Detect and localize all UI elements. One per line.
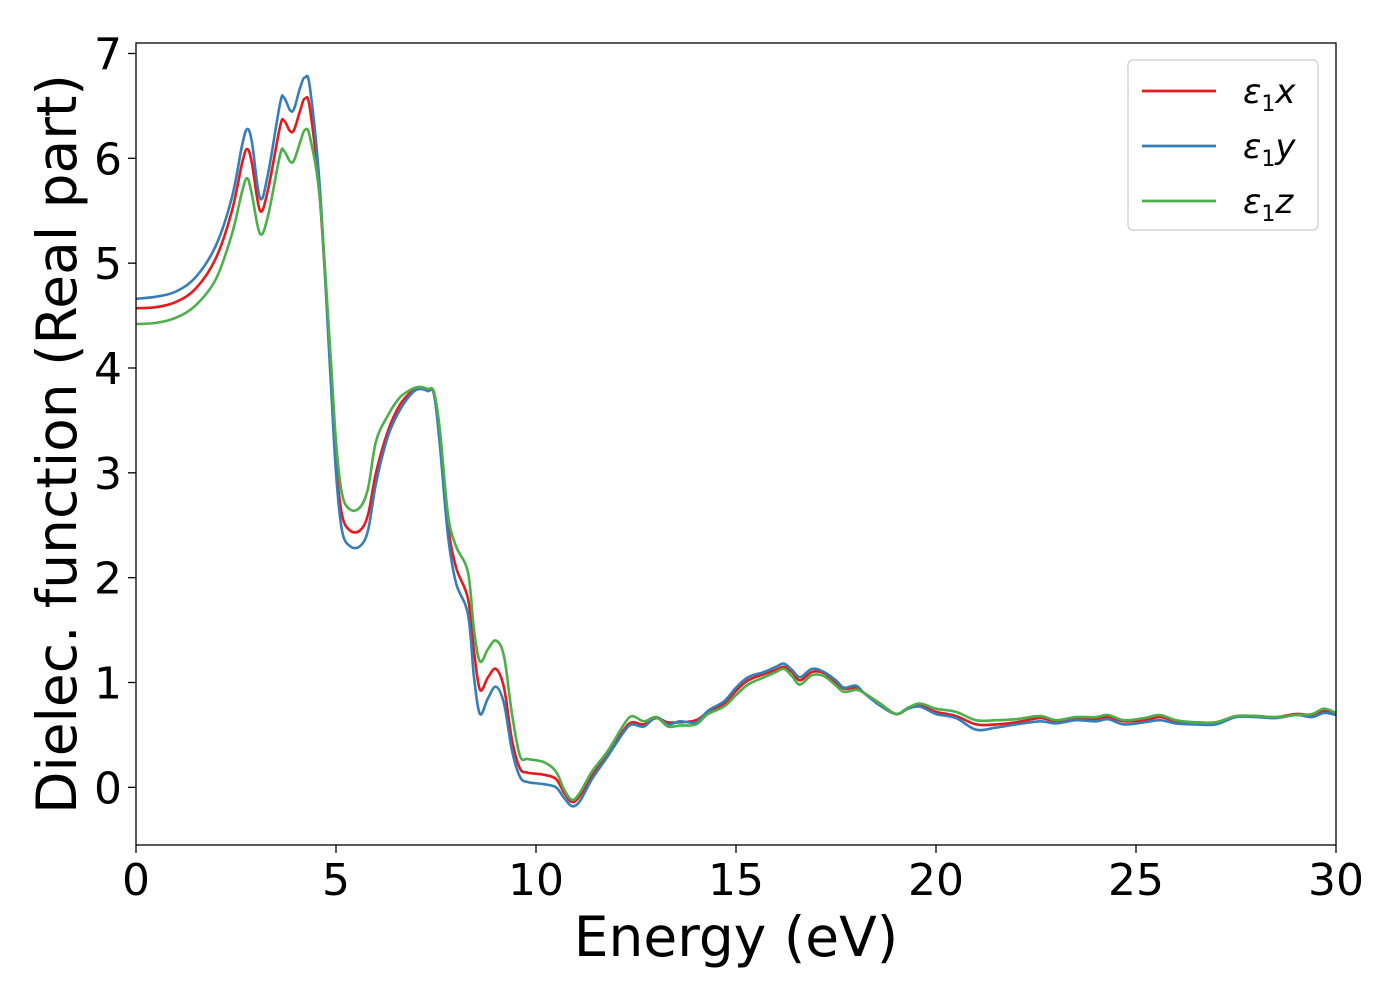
x-tick-label: 10 xyxy=(508,855,564,906)
legend-label-base: ε xyxy=(1243,182,1261,222)
series-line-z xyxy=(136,127,1336,802)
legend-box xyxy=(1127,59,1319,231)
y-tick-label: 6 xyxy=(94,134,122,185)
y-axis-ticks: 0 1 2 3 4 5 6 7 xyxy=(94,29,136,814)
x-tick-label: 25 xyxy=(1108,855,1164,906)
legend-label-base: ε xyxy=(1243,127,1261,167)
series-layer xyxy=(136,74,1336,808)
legend-label-suffix: y xyxy=(1274,127,1296,167)
x-axis-ticks: 0 5 10 15 20 25 30 xyxy=(122,845,1364,906)
x-tick-label: 30 xyxy=(1308,855,1364,906)
x-tick-label: 0 xyxy=(122,855,150,906)
legend-label-suffix: z xyxy=(1274,182,1294,222)
legend-label-z: ε1z xyxy=(1243,182,1294,227)
y-tick-label: 2 xyxy=(94,554,122,605)
y-tick-label: 3 xyxy=(94,449,122,500)
legend-label-base: ε xyxy=(1243,72,1261,112)
legend-label-subscript: 1 xyxy=(1261,147,1275,172)
x-tick-label: 15 xyxy=(708,855,764,906)
y-tick-label: 4 xyxy=(94,344,122,395)
legend-label-subscript: 1 xyxy=(1261,202,1275,227)
x-tick-label: 5 xyxy=(322,855,350,906)
series-line-x xyxy=(136,95,1336,804)
legend-label-subscript: 1 xyxy=(1261,92,1275,117)
y-tick-label: 0 xyxy=(94,763,122,814)
legend-label-y: ε1y xyxy=(1243,127,1296,172)
y-tick-label: 5 xyxy=(94,239,122,290)
x-tick-label: 20 xyxy=(908,855,964,906)
y-tick-label: 7 xyxy=(94,29,122,80)
legend-label-x: ε1x xyxy=(1243,72,1296,117)
x-axis-title: Energy (eV) xyxy=(574,905,898,969)
y-tick-label: 1 xyxy=(94,659,122,710)
series-line-y xyxy=(136,74,1336,808)
y-axis-title: Dielec. function (Real part) xyxy=(25,74,89,814)
legend-label-suffix: x xyxy=(1274,72,1296,112)
